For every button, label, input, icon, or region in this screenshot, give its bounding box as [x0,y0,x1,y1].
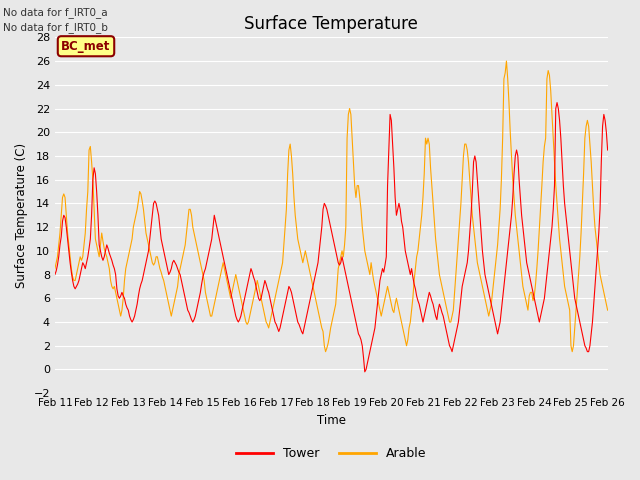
Text: No data for f_IRT0_b: No data for f_IRT0_b [3,22,108,33]
Y-axis label: Surface Temperature (C): Surface Temperature (C) [15,143,28,288]
Title: Surface Temperature: Surface Temperature [244,15,418,33]
Text: BC_met: BC_met [61,40,111,53]
Text: No data for f_IRT0_a: No data for f_IRT0_a [3,7,108,18]
Legend: Tower, Arable: Tower, Arable [231,442,431,465]
X-axis label: Time: Time [317,414,346,427]
